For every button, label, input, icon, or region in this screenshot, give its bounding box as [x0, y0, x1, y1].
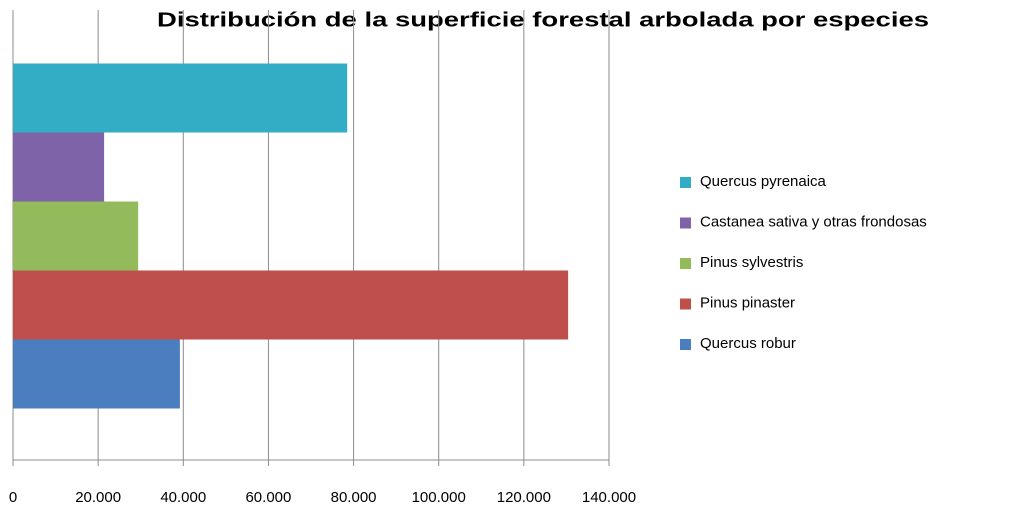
bar [13, 339, 180, 409]
legend-swatch [680, 177, 691, 188]
chart-title: Distribución de la superficie forestal a… [157, 9, 929, 31]
bar [13, 63, 348, 133]
legend-label: Quercus pyrenaica [700, 173, 827, 190]
x-tick-label: 20.000 [75, 489, 121, 506]
legend-swatch [680, 339, 691, 350]
bar [13, 201, 139, 271]
x-tick-label: 40.000 [160, 489, 206, 506]
legend-label: Pinus pinaster [700, 294, 795, 311]
x-tick-label: 80.000 [331, 489, 377, 506]
legend-label: Quercus robur [700, 335, 796, 352]
bar [13, 132, 105, 202]
x-tick-label: 100.000 [412, 489, 466, 506]
legend-swatch [680, 217, 691, 229]
bar [13, 270, 569, 340]
x-tick-label: 0 [9, 489, 17, 506]
legend-swatch [680, 298, 691, 310]
legend-swatch [680, 258, 691, 269]
x-tick-label: 60.000 [245, 489, 291, 506]
legend-label: Pinus sylvestris [700, 254, 803, 271]
x-tick-label: 120.000 [497, 489, 551, 506]
legend-label: Castanea sativa y otras frondosas [700, 213, 927, 230]
x-tick-label: 140.000 [582, 489, 636, 506]
